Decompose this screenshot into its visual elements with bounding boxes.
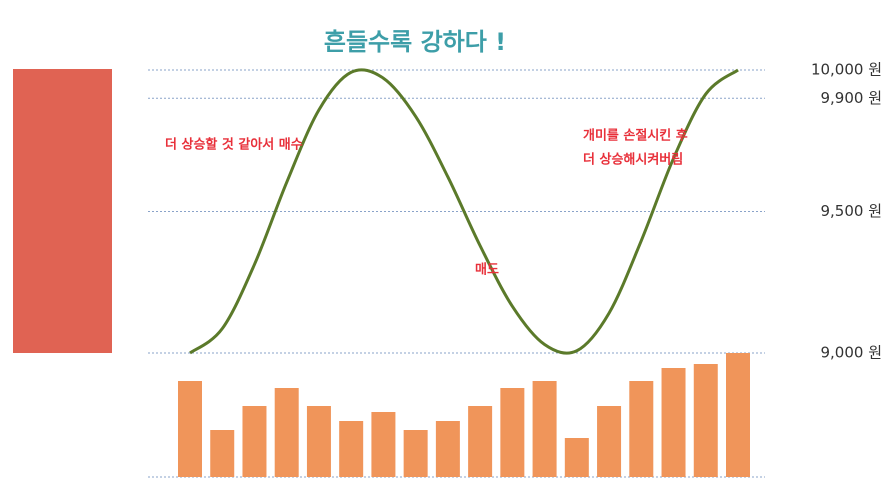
volume-bar [726, 353, 750, 477]
annotation: 더 상승해시켜버림 [583, 152, 683, 168]
volume-bar [339, 421, 364, 477]
chart-title: 흔들수록 강하다 ! [324, 28, 506, 56]
y-tick-label: 9,900 원 [820, 89, 882, 107]
volume-bar [564, 438, 589, 477]
volume-bar [500, 388, 525, 477]
volume-bar [403, 430, 428, 477]
volume-bar [435, 421, 460, 477]
annotation: 더 상승할 것 같아서 매수 [165, 137, 303, 153]
y-tick-label: 9,500 원 [820, 202, 882, 220]
annotation: 개미를 손절시킨 후 [583, 128, 688, 144]
y-tick-label: 10,000 원 [811, 61, 882, 79]
volume-bar [693, 364, 718, 477]
volume-bar [532, 381, 557, 477]
price-line [189, 68, 739, 355]
volume-bar [178, 381, 202, 477]
y-tick-label: 9,000 원 [820, 344, 882, 362]
volume-bar [371, 412, 396, 477]
volume-bar [274, 388, 299, 477]
decor-block [13, 69, 112, 353]
volume-bar [597, 406, 622, 477]
volume-bar [629, 381, 654, 477]
volume-bar [306, 406, 331, 477]
annotation: 매도 [475, 263, 499, 278]
volume-bar [661, 368, 686, 477]
volume-bar [210, 430, 235, 477]
volume-bar [242, 406, 267, 477]
volume-bar [468, 406, 493, 477]
